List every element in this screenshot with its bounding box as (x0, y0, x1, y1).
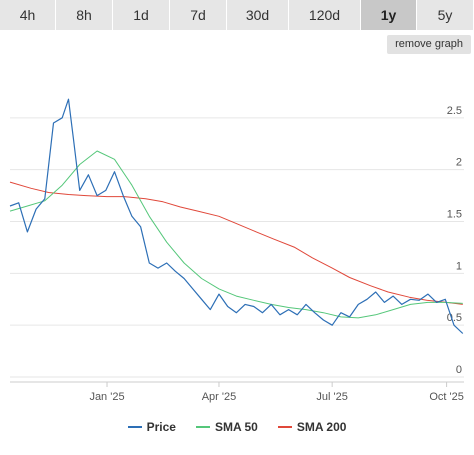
tab-1d[interactable]: 1d (113, 0, 170, 30)
y-tick-label: 1 (456, 260, 462, 272)
x-tick-label: Apr '25 (202, 391, 237, 403)
tab-1y[interactable]: 1y (361, 0, 417, 30)
tab-30d[interactable]: 30d (227, 0, 289, 30)
series-line-sma200 (9, 181, 463, 305)
remove-graph-button[interactable]: remove graph (387, 35, 471, 54)
tab-5y[interactable]: 5y (417, 0, 474, 30)
series-line-price (9, 98, 464, 334)
x-tick-label: Jul '25 (316, 391, 347, 403)
legend-label-price: Price (146, 420, 176, 434)
price-chart: 0 0.5 1 1.5 2 2.5 Jan '25 Apr '25 Jul '25 Oct '2… (9, 98, 464, 403)
series-line-sma50 (9, 150, 463, 319)
legend-swatch-sma50 (195, 426, 210, 428)
x-tick-label: Jan '25 (89, 391, 124, 403)
chart-legend: Price SMA 50 SMA 200 (0, 420, 474, 434)
legend-label-sma200: SMA 200 (296, 420, 347, 434)
legend-swatch-price (127, 426, 142, 428)
legend-item-sma200[interactable]: SMA 200 (277, 420, 347, 434)
tab-8h[interactable]: 8h (56, 0, 113, 30)
y-tick-label: 2.5 (447, 105, 462, 117)
tab-4h[interactable]: 4h (0, 0, 56, 30)
tab-120d[interactable]: 120d (289, 0, 361, 30)
y-tick-label: 2 (456, 157, 462, 169)
tab-7d[interactable]: 7d (170, 0, 227, 30)
y-tick-label: 0 (456, 364, 462, 376)
legend-swatch-sma200 (277, 426, 292, 428)
legend-item-price[interactable]: Price (127, 420, 176, 434)
y-tick-label: 0.5 (447, 312, 462, 324)
timeframe-tabs: 4h 8h 1d 7d 30d 120d 1y 5y (0, 0, 474, 30)
legend-item-sma50[interactable]: SMA 50 (195, 420, 258, 434)
legend-label-sma50: SMA 50 (214, 420, 258, 434)
y-tick-label: 1.5 (447, 209, 462, 221)
x-tick-label: Oct '25 (429, 391, 464, 403)
